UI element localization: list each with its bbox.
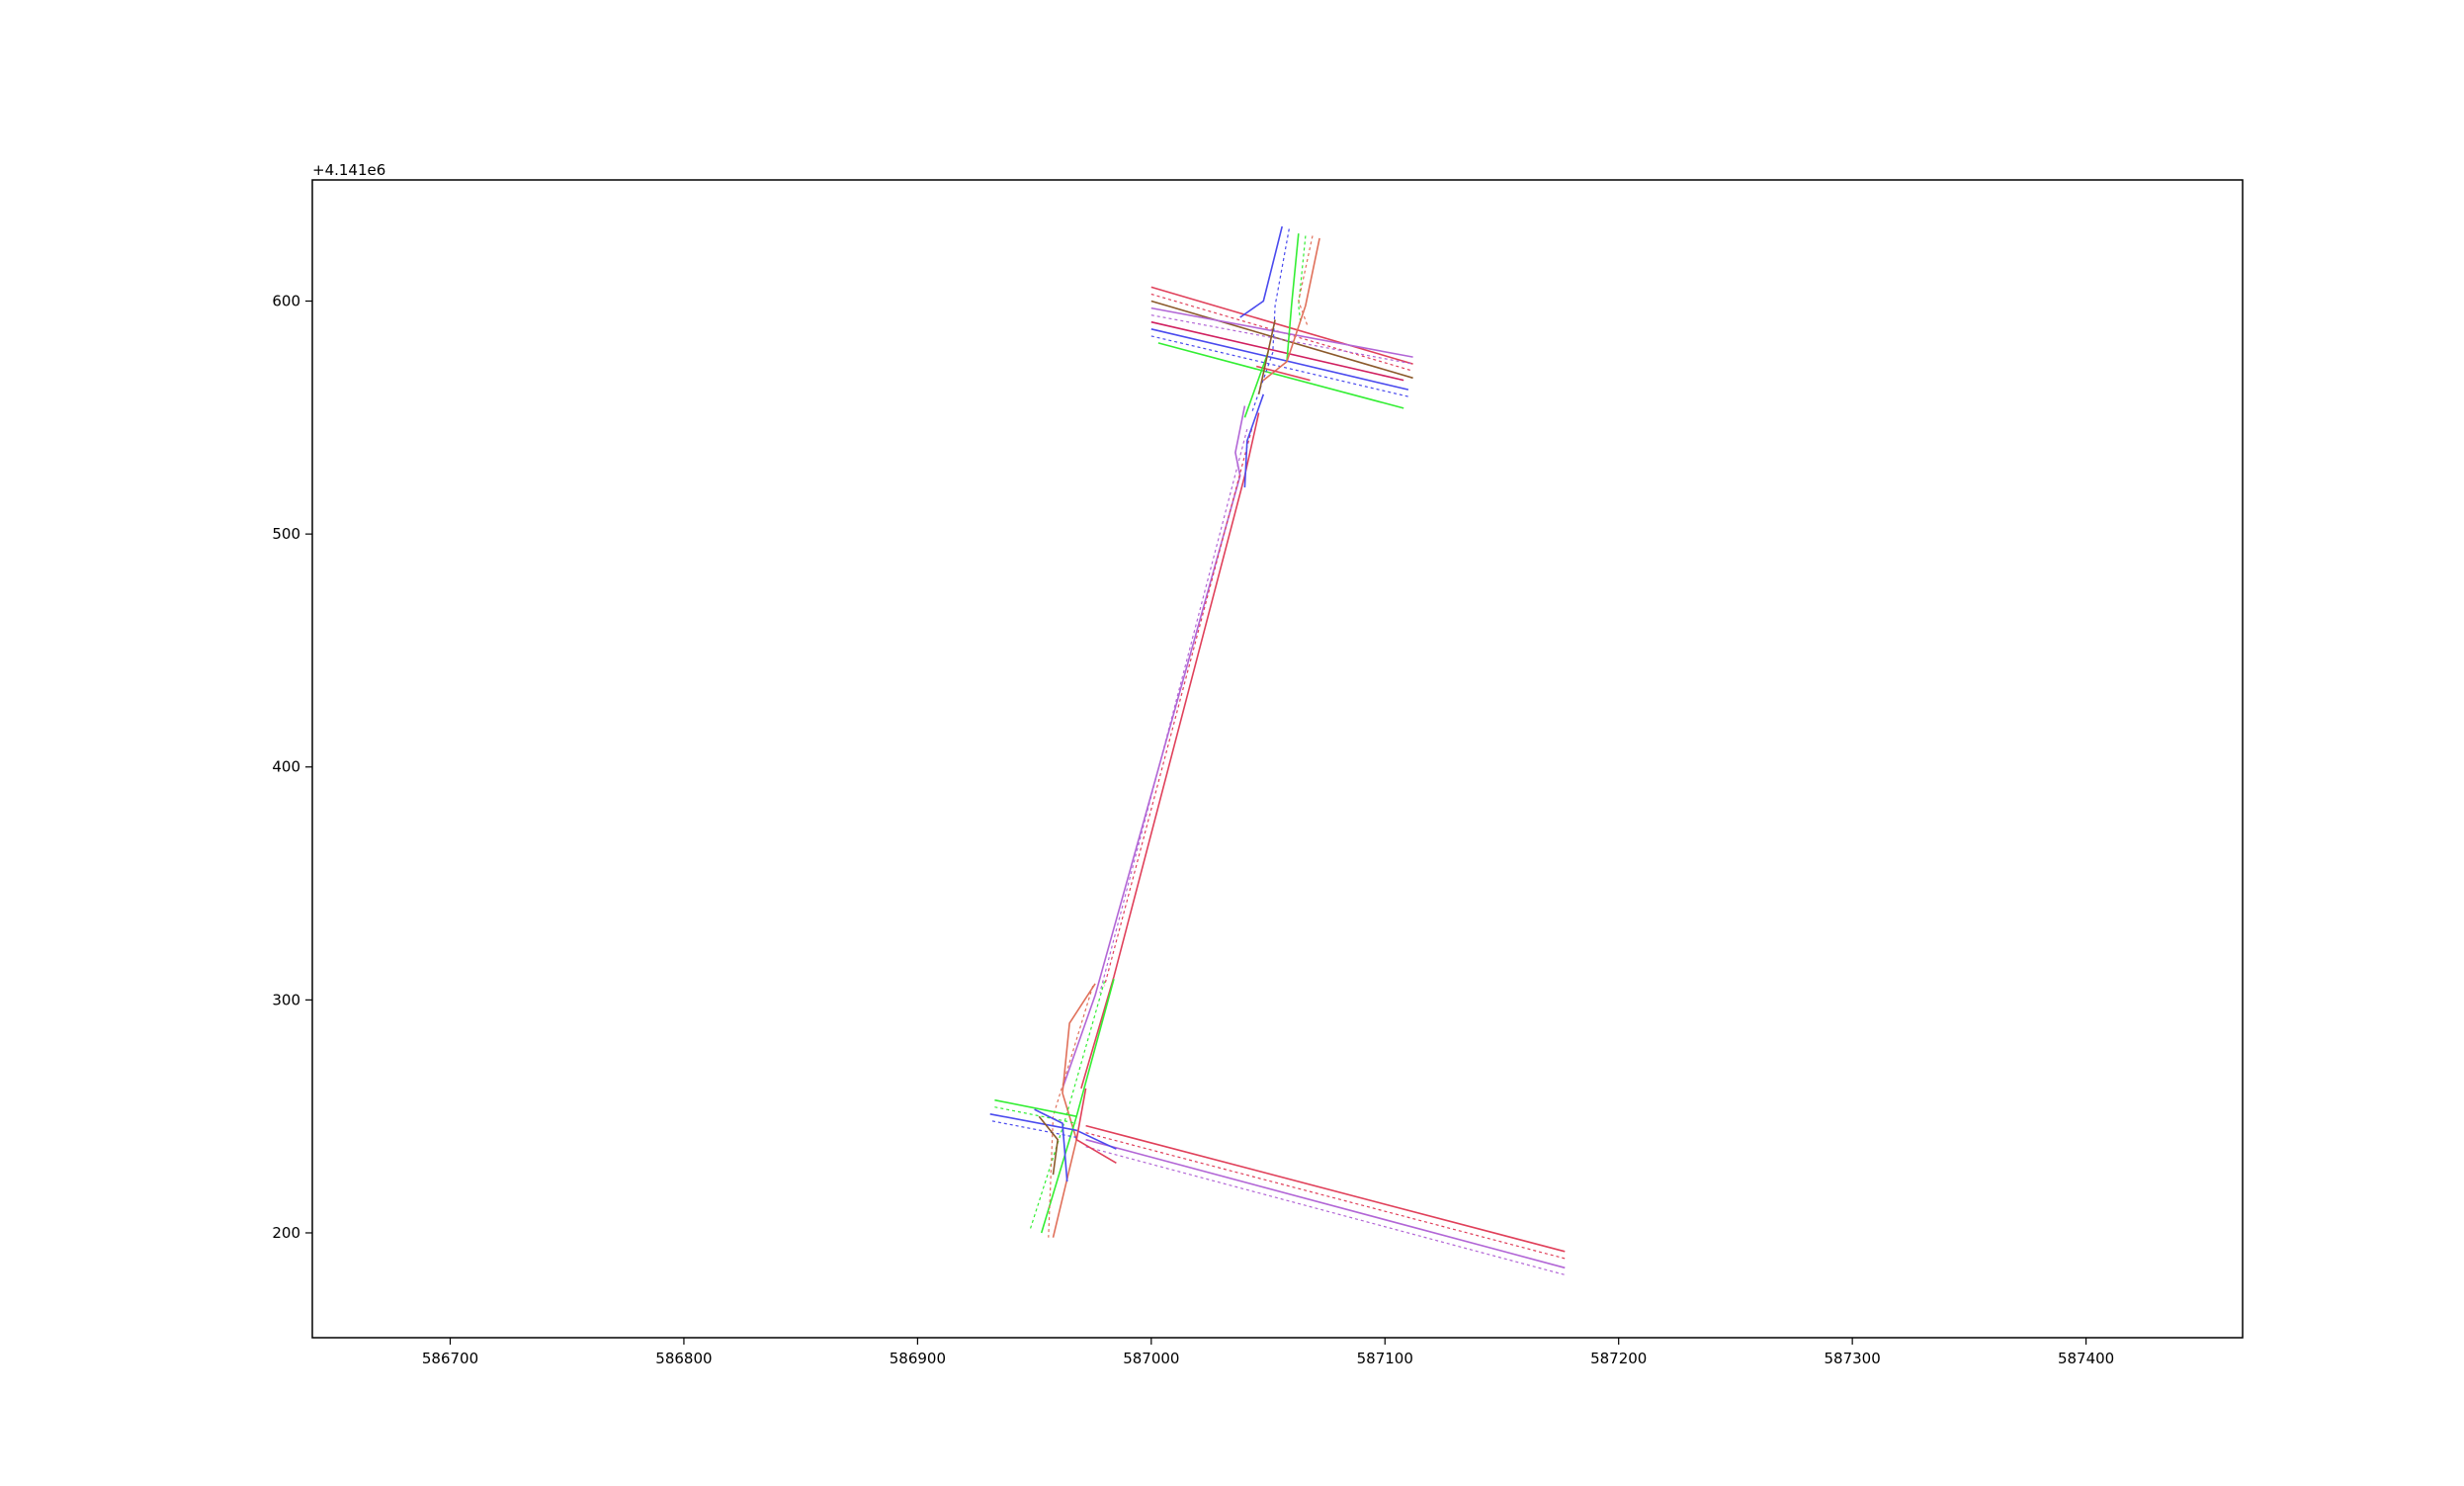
lane-line-29: [1086, 1140, 1566, 1268]
x-tick-label: 587400: [2058, 1350, 2114, 1367]
x-tick-label: 586800: [655, 1350, 712, 1367]
lane-line-37: [1076, 1089, 1116, 1163]
lane-line-30: [1086, 1147, 1566, 1275]
y-axis: 200 300 400 500 600: [272, 293, 312, 1242]
y-tick-label: 400: [272, 758, 300, 776]
lane-line-23: [1054, 984, 1096, 1238]
x-tick-label: 586700: [422, 1350, 478, 1367]
x-tick-label: 586900: [890, 1350, 946, 1367]
y-tick-label: 300: [272, 991, 300, 1008]
lane-line-31: [994, 1100, 1076, 1117]
lane-line-27: [1086, 1126, 1566, 1252]
lane-line-21: [1100, 429, 1247, 993]
y-tick-label: 600: [272, 293, 300, 310]
y-tick-label: 500: [272, 525, 300, 543]
lane-line-9: [1240, 226, 1283, 317]
lane-line-16: [1244, 352, 1268, 417]
x-tick-label: 587000: [1123, 1350, 1179, 1367]
lane-line-24: [1042, 979, 1114, 1233]
lane-line-8: [1158, 343, 1403, 408]
y-offset-label: +4.141e6: [312, 161, 385, 179]
lane-line-28: [1086, 1133, 1566, 1259]
lane-line-18: [1062, 406, 1244, 1089]
lane-line-10: [1252, 229, 1290, 413]
x-tick-label: 587200: [1590, 1350, 1647, 1367]
y-tick-label: 200: [272, 1224, 300, 1242]
x-axis: 586700 586800 586900 587000 587100 587200 5873…: [422, 1338, 2114, 1367]
x-tick-label: 587100: [1357, 1350, 1413, 1367]
lane-line-19: [1081, 413, 1259, 1089]
lane-line-3: [1151, 308, 1413, 358]
x-tick-label: 587300: [1825, 1350, 1881, 1367]
lane-line-4: [1151, 315, 1413, 364]
plot-area: [990, 226, 1566, 1274]
axes-frame: [312, 180, 2243, 1338]
